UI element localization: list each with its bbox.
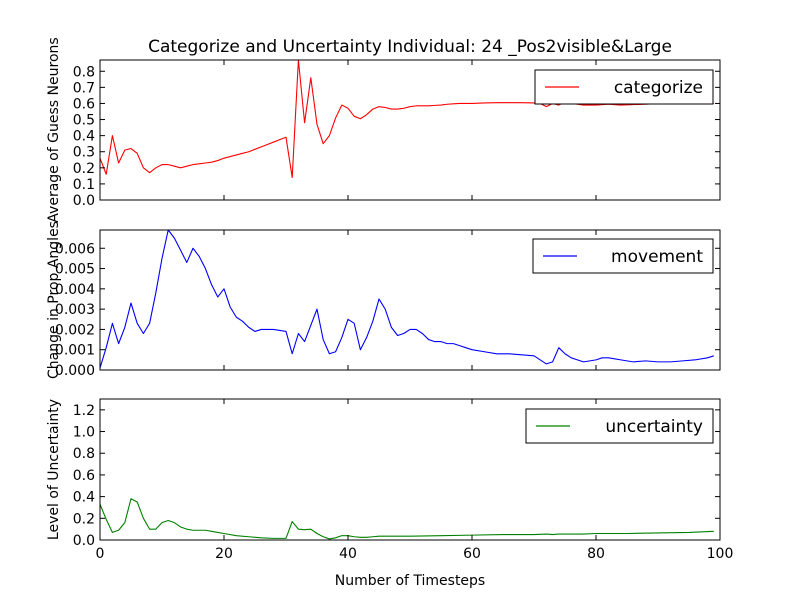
y-tick-label: 0.1	[73, 177, 95, 193]
y-tick-label: 0.005	[55, 262, 95, 278]
axes-frame	[99, 59, 721, 201]
axes-frame	[99, 229, 721, 371]
y-tick-label: 0.5	[73, 113, 95, 129]
y-tick-label: 0.006	[55, 241, 95, 257]
series-line-uncertainty	[99, 498, 714, 540]
y-axis-label: Level of Uncertainty	[46, 399, 62, 540]
x-axis-label: Number of Timesteps	[335, 573, 485, 589]
subplot-2: 0.000 0.001 0.002 0.003 0.004 0.005 0.006Chang…	[46, 221, 721, 379]
legend-label-uncertainty: uncertainty	[605, 417, 703, 437]
x-tick-label: 20	[215, 546, 233, 562]
y-tick-label: 0.004	[55, 282, 95, 298]
x-tick-label: 60	[463, 546, 481, 562]
y-tick-label: 0.0	[73, 193, 95, 209]
axes-frame	[99, 398, 721, 541]
y-tick-label: 0.4	[73, 490, 95, 506]
y-tick-label: 0.003	[55, 302, 95, 318]
x-tick-label: 80	[587, 546, 605, 562]
y-tick-label: 0.001	[55, 343, 95, 359]
y-tick-label: 0.2	[73, 511, 95, 527]
y-tick-label: 0.3	[73, 145, 95, 161]
y-tick-label: 0.7	[73, 80, 95, 96]
y-tick-label: 0.8	[73, 64, 95, 80]
y-tick-label: 0.0	[73, 533, 95, 549]
y-tick-label: 0.6	[73, 468, 95, 484]
legend-label-movement: movement	[611, 247, 703, 267]
y-tick-label: 0.000	[55, 363, 95, 379]
x-tick-label: 40	[339, 546, 357, 562]
legend: movement	[532, 238, 714, 274]
y-axis-label: Average of Guess Neurons	[46, 37, 62, 222]
y-tick-label: 0.002	[55, 322, 95, 338]
legend: categorize	[534, 69, 714, 105]
y-tick-label: 1.2	[73, 403, 95, 419]
chart-title: Categorize and Uncertainty Individual: 2…	[148, 37, 672, 57]
y-tick-label: 0.8	[73, 446, 95, 462]
y-tick-label: 0.2	[73, 161, 95, 177]
x-tick-label: 0	[96, 546, 105, 562]
subplot-3: 0.0 0.2 0.4 0.6 0.8 1.0 1.2 0 20 40 60 80 100 Level o…	[46, 398, 734, 589]
legend: uncertainty	[525, 408, 714, 444]
legend-box	[534, 69, 714, 105]
y-axis-label: Change in Prop Angles	[46, 221, 62, 379]
y-tick-label: 1.0	[73, 425, 95, 441]
legend-label-categorize: categorize	[614, 78, 703, 98]
series-line-movement	[99, 229, 714, 369]
x-tick-label: 100	[707, 546, 734, 562]
y-tick-label: 0.6	[73, 96, 95, 112]
subplot-1: 0.00.10.20.30.40.50.60.70.8 Categorize an…	[46, 37, 721, 223]
y-tick-label: 0.4	[73, 129, 95, 145]
